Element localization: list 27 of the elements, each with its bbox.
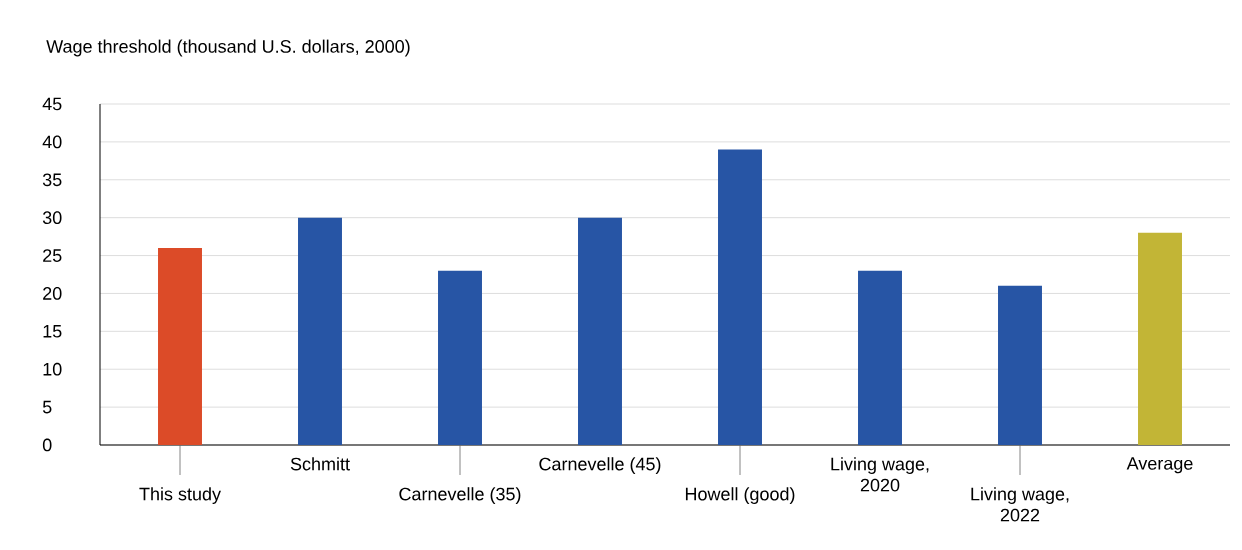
y-tick-label: 20	[43, 287, 62, 300]
bar	[718, 149, 762, 445]
y-tick-label: 40	[42, 135, 62, 149]
bar	[158, 247, 202, 445]
y-tick-label: 30	[42, 211, 62, 225]
y-tick-label: 15	[43, 325, 62, 338]
bar	[578, 217, 622, 445]
x-tick-label: Living wage, 2022	[971, 487, 1069, 522]
x-tick-label: Carnevelle (35)	[399, 487, 521, 504]
x-tick-label: This study	[139, 487, 221, 504]
y-tick-label: 0	[42, 438, 52, 452]
x-tick-label: Living wage, 2020	[831, 457, 929, 492]
bar	[298, 217, 342, 445]
x-tick-label: Howell (good)	[685, 487, 795, 504]
x-tick-label: Schmitt	[290, 457, 350, 471]
y-tick-label: 10	[43, 362, 62, 376]
y-tick-label: 25	[43, 249, 62, 262]
y-tick-label: 45	[42, 97, 62, 111]
x-tick-label: Carnevelle (45)	[539, 457, 661, 474]
y-axis-title: Wage threshold (thousand U.S. dollars, 2000)	[46, 39, 410, 57]
bar	[1138, 232, 1182, 445]
bar	[858, 270, 902, 445]
y-tick-label: 5	[42, 400, 52, 414]
y-tick-label: 35	[42, 173, 62, 187]
bar	[438, 270, 482, 445]
x-tick-label: Average	[1126, 457, 1193, 474]
bar	[998, 285, 1042, 445]
